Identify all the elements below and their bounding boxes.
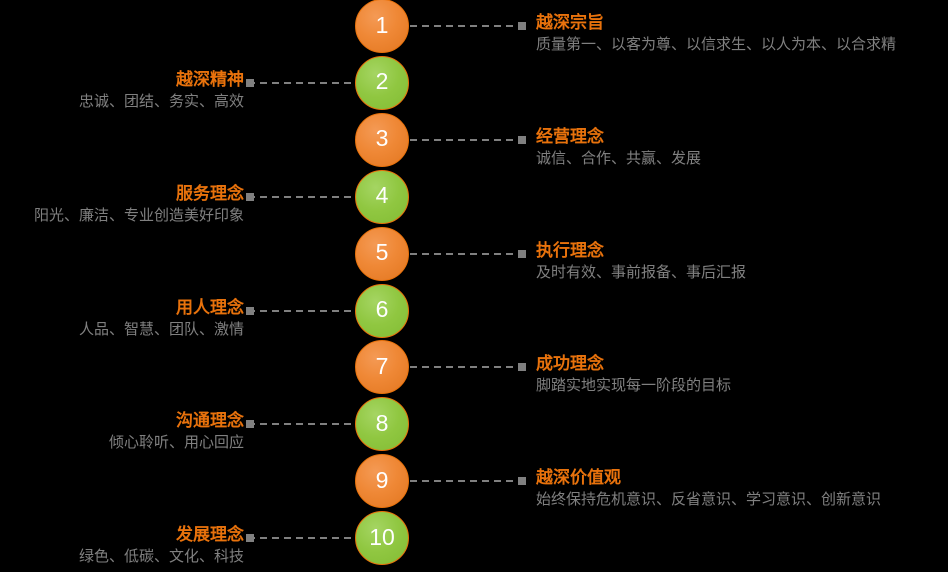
connector-line-2 (248, 81, 352, 84)
step-number: 9 (375, 466, 389, 493)
step-desc-4: 阳光、廉洁、专业创造美好印象 (33, 206, 244, 224)
connector-line-3 (410, 138, 530, 141)
connector-line-9 (410, 480, 530, 483)
step-title-6: 用人理念 (176, 297, 244, 317)
connector-line-10 (248, 537, 352, 540)
connector-line-4 (248, 195, 352, 198)
step-number: 8 (375, 409, 389, 436)
step-node-10[interactable]: 10 (355, 511, 409, 566)
step-text-block-4: 服务理念阳光、廉洁、专业创造美好印象 (0, 183, 244, 227)
step-node-1[interactable]: 1 (355, 0, 409, 53)
step-text-block-3: 经营理念诚信、合作、共赢、发展 (536, 126, 948, 170)
step-desc-3: 诚信、合作、共赢、发展 (536, 149, 702, 167)
connector-line-6 (248, 309, 352, 312)
connector-line-1 (410, 25, 530, 27)
step-text-block-8: 沟通理念倾心聆听、用心回应 (0, 410, 244, 454)
step-desc-8: 倾心聆听、用心回应 (108, 434, 244, 452)
step-title-2: 越深精神 (176, 69, 244, 89)
step-text-block-6: 用人理念人品、智慧、团队、激情 (0, 297, 244, 341)
connector-arrow-1 (518, 22, 526, 30)
connector-arrow-5 (518, 249, 526, 258)
step-text-block-1: 越深宗旨质量第一、以客为尊、以信求生、以人为本、以合求精 (536, 12, 948, 56)
step-title-4: 服务理念 (176, 183, 244, 203)
step-node-4[interactable]: 4 (355, 169, 409, 224)
step-number: 7 (375, 352, 389, 379)
step-number: 2 (375, 68, 389, 95)
connector-arrow-7 (518, 363, 526, 372)
connector-line-7 (410, 366, 530, 369)
step-number: 3 (375, 125, 389, 152)
step-node-2[interactable]: 2 (355, 55, 409, 110)
step-text-block-2: 越深精神忠诚、团结、务实、高效 (0, 69, 244, 113)
step-title-10: 发展理念 (176, 525, 244, 545)
connector-arrow-9 (518, 477, 526, 486)
step-number: 10 (369, 523, 395, 550)
step-node-6[interactable]: 6 (355, 283, 409, 338)
step-number: 5 (375, 239, 389, 266)
step-text-block-5: 执行理念及时有效、事前报备、事后汇报 (536, 240, 948, 284)
step-desc-2: 忠诚、团结、务实、高效 (78, 92, 244, 110)
step-desc-5: 及时有效、事前报备、事后汇报 (536, 263, 747, 281)
step-desc-10: 绿色、低碳、文化、科技 (78, 548, 244, 566)
step-node-7[interactable]: 7 (355, 340, 409, 395)
connector-arrow-10 (246, 534, 254, 543)
step-title-1: 越深宗旨 (536, 13, 604, 32)
connector-line-5 (410, 252, 530, 255)
step-node-9[interactable]: 9 (355, 454, 409, 509)
step-number: 6 (375, 296, 389, 322)
step-node-5[interactable]: 5 (355, 226, 409, 281)
connector-arrow-4 (246, 192, 254, 201)
connector-arrow-2 (246, 78, 254, 87)
step-title-7: 成功理念 (536, 354, 604, 374)
step-text-block-10: 发展理念绿色、低碳、文化、科技 (0, 524, 244, 568)
step-node-8[interactable]: 8 (355, 397, 409, 452)
step-number: 1 (375, 11, 389, 38)
step-text-block-9: 越深价值观始终保持危机意识、反省意识、学习意识、创新意识 (536, 467, 948, 511)
step-number: 4 (375, 182, 389, 209)
step-desc-1: 质量第一、以客为尊、以信求生、以人为本、以合求精 (536, 36, 897, 53)
step-desc-6: 人品、智慧、团队、激情 (78, 320, 244, 338)
step-text-block-7: 成功理念脚踏实地实现每一阶段的目标 (536, 353, 948, 397)
step-desc-7: 脚踏实地实现每一阶段的目标 (536, 377, 732, 395)
step-desc-9: 始终保持危机意识、反省意识、学习意识、创新意识 (536, 491, 882, 509)
step-title-8: 沟通理念 (176, 411, 244, 431)
step-node-3[interactable]: 3 (355, 112, 409, 167)
connector-arrow-3 (518, 135, 526, 144)
connector-arrow-6 (246, 306, 254, 315)
step-title-3: 经营理念 (536, 126, 604, 146)
step-title-5: 执行理念 (536, 240, 604, 260)
connector-arrow-8 (246, 420, 254, 429)
connector-line-8 (248, 423, 352, 426)
step-title-9: 越深价值观 (536, 468, 621, 488)
